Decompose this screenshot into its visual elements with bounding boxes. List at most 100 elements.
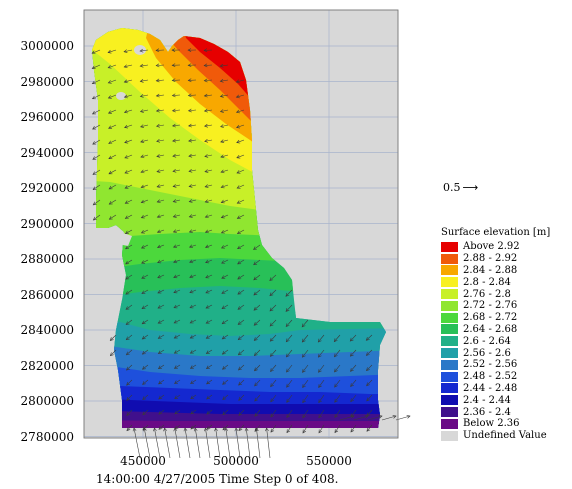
velocity-arrow <box>155 78 165 83</box>
velocity-arrow <box>366 394 373 402</box>
velocity-arrow <box>302 364 309 373</box>
velocity-arrow <box>269 304 277 312</box>
velocity-arrow <box>193 427 201 459</box>
legend-swatch <box>441 407 458 418</box>
velocity-arrow <box>91 94 101 100</box>
velocity-arrow <box>158 379 165 385</box>
velocity-arrow <box>123 49 133 53</box>
velocity-arrow <box>254 394 261 402</box>
velocity-arrow <box>237 274 245 280</box>
velocity-arrow <box>125 349 133 356</box>
velocity-arrow <box>301 349 309 358</box>
velocity-arrow <box>350 394 357 403</box>
legend-item-label: 2.44 - 2.48 <box>463 382 518 394</box>
velocity-arrow <box>203 63 213 68</box>
legend-item-label: Undefined Value <box>463 430 547 442</box>
velocity-arrow <box>206 424 213 430</box>
legend-swatch <box>441 336 458 347</box>
velocity-arrow <box>139 63 149 68</box>
velocity-arrow <box>139 79 149 83</box>
velocity-arrow <box>334 424 341 434</box>
velocity-arrow <box>188 244 197 249</box>
velocity-arrow <box>126 424 133 432</box>
legend-item: 2.56 - 2.6 <box>441 347 571 359</box>
velocity-arrow <box>317 349 325 358</box>
vector-scale: 0.5 ⟶ <box>443 181 478 194</box>
velocity-arrow <box>141 289 149 294</box>
velocity-arrow <box>285 349 293 358</box>
velocity-arrow <box>156 184 165 188</box>
velocity-arrow <box>203 108 213 113</box>
velocity-arrow <box>123 109 133 114</box>
velocity-arrow <box>286 394 293 403</box>
velocity-arrow <box>124 124 133 129</box>
velocity-arrow <box>334 409 341 418</box>
velocity-arrow <box>153 427 161 459</box>
velocity-arrow <box>126 364 133 371</box>
velocity-arrow <box>254 427 261 459</box>
velocity-arrow <box>222 394 229 400</box>
velocity-arrow <box>190 379 197 384</box>
velocity-arrow <box>140 139 149 144</box>
velocity-arrow <box>132 427 141 459</box>
velocity-arrow <box>224 427 231 459</box>
velocity-arrow <box>124 199 133 204</box>
velocity-arrow <box>253 274 261 281</box>
velocity-arrow <box>219 78 229 83</box>
velocity-arrow <box>203 93 213 98</box>
velocity-arrow <box>269 274 277 281</box>
velocity-arrow <box>141 259 149 264</box>
velocity-arrow <box>173 304 181 309</box>
velocity-arrow <box>205 334 213 339</box>
velocity-arrow <box>157 349 165 354</box>
legend-item-label: 2.76 - 2.8 <box>463 288 511 300</box>
velocity-arrow <box>187 63 197 68</box>
velocity-arrow <box>171 93 181 98</box>
velocity-arrow <box>142 379 149 385</box>
velocity-arrow <box>124 154 133 159</box>
y-tick-label: 2860000 <box>20 287 74 302</box>
velocity-arrow <box>155 108 165 113</box>
x-tick-label: 500000 <box>213 454 259 468</box>
velocity-arrow <box>92 214 101 221</box>
velocity-arrow <box>253 334 261 341</box>
velocity-arrow <box>350 379 357 387</box>
velocity-arrow <box>221 334 229 340</box>
velocity-arrow <box>155 63 165 68</box>
velocity-arrow <box>365 334 373 341</box>
velocity-arrow <box>108 169 117 175</box>
velocity-arrow <box>236 199 245 204</box>
velocity-arrow <box>92 199 101 206</box>
velocity-arrow <box>318 379 325 388</box>
y-tick-label: 2960000 <box>20 110 74 124</box>
legend-item: 2.76 - 2.8 <box>441 288 571 300</box>
velocity-arrow <box>173 364 181 369</box>
velocity-arrow <box>157 289 165 294</box>
velocity-arrow <box>124 229 133 234</box>
velocity-arrow <box>366 424 373 432</box>
velocity-arrow <box>349 349 357 357</box>
velocity-arrow <box>156 154 165 158</box>
velocity-arrow <box>253 304 261 311</box>
velocity-arrow <box>107 79 117 84</box>
velocity-arrow <box>205 364 213 370</box>
velocity-arrow <box>141 364 149 370</box>
velocity-arrow <box>188 229 197 233</box>
legend-item: 2.36 - 2.4 <box>441 406 571 418</box>
velocity-arrow <box>189 274 197 279</box>
velocity-arrow <box>172 214 181 218</box>
velocity-arrow <box>204 244 213 249</box>
velocity-arrow <box>244 427 251 459</box>
velocity-arrow <box>219 63 229 68</box>
velocity-arrow <box>173 274 181 279</box>
velocity-arrow <box>156 123 165 128</box>
velocity-arrow <box>188 168 197 173</box>
velocity-arrow <box>301 334 309 343</box>
legend-item: 2.8 - 2.84 <box>441 276 571 288</box>
velocity-arrow <box>237 304 245 310</box>
velocity-arrow <box>339 414 355 421</box>
island-west <box>116 92 126 100</box>
velocity-arrow <box>204 199 213 203</box>
velocity-arrow <box>221 274 229 279</box>
